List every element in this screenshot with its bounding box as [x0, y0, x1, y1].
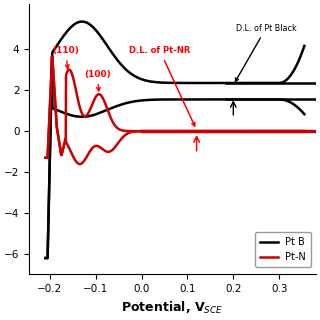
Legend: Pt B, Pt-N: Pt B, Pt-N: [255, 232, 311, 267]
Text: D.L. of Pt Black: D.L. of Pt Black: [236, 24, 296, 81]
Text: D.L. of Pt-NR: D.L. of Pt-NR: [129, 46, 195, 126]
X-axis label: Potential, V$_{SCE}$: Potential, V$_{SCE}$: [122, 300, 224, 316]
Text: (110): (110): [52, 46, 79, 68]
Text: (100): (100): [84, 70, 111, 91]
